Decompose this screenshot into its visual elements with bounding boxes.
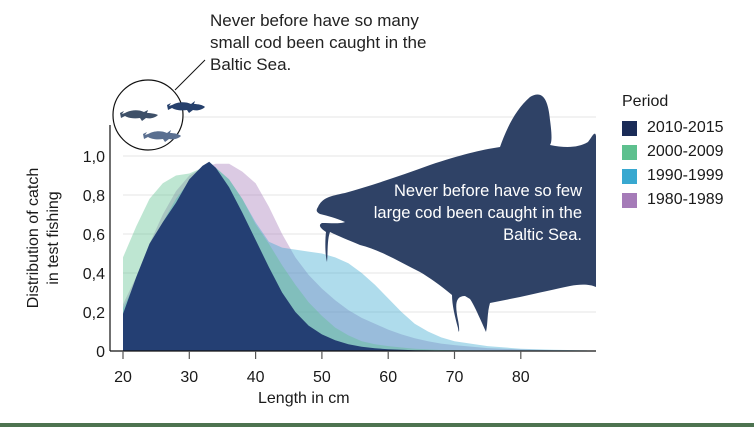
svg-text:50: 50 <box>313 369 331 386</box>
y-axis-label: Distribution of catch in test fishing <box>25 167 62 308</box>
small-cod-annotation: Never before have so many small cod been… <box>210 11 427 74</box>
callout-line <box>174 59 206 91</box>
area-series <box>123 161 588 351</box>
legend-swatch <box>622 192 637 208</box>
svg-text:60: 60 <box>379 369 397 386</box>
legend-swatch <box>622 120 637 136</box>
legend-item-2000-2009: 2000-2009 <box>622 140 724 164</box>
footer-bar <box>0 423 754 427</box>
axes: 20 30 40 50 60 70 80 0 0,2 0,4 0,6 0,8 1,0 <box>83 125 596 386</box>
svg-text:70: 70 <box>446 369 464 386</box>
area-2010-2015 <box>123 161 588 351</box>
large-cod-icon <box>316 94 596 333</box>
legend-title: Period <box>622 93 669 110</box>
svg-text:0,8: 0,8 <box>83 188 105 205</box>
legend-swatch <box>622 168 637 184</box>
svg-text:40: 40 <box>247 369 265 386</box>
legend: Period 2010-2015 2000-2009 1990-1999 198… <box>622 92 724 212</box>
small-cod-icon <box>120 110 158 121</box>
svg-text:0,4: 0,4 <box>83 266 105 283</box>
small-cod-icons <box>120 101 205 142</box>
small-cod-icon <box>143 130 181 142</box>
large-cod-annotation: Never before have so few large cod been … <box>373 182 582 244</box>
svg-text:20: 20 <box>114 369 132 386</box>
svg-text:80: 80 <box>512 369 530 386</box>
x-axis-label: Length in cm <box>258 390 350 407</box>
legend-item-1980-1989: 1980-1989 <box>622 188 724 212</box>
legend-swatch <box>622 144 637 160</box>
svg-text:0,2: 0,2 <box>83 305 105 322</box>
legend-item-1990-1999: 1990-1999 <box>622 164 724 188</box>
svg-text:30: 30 <box>180 369 198 386</box>
svg-text:1,0: 1,0 <box>83 149 105 166</box>
small-cod-icon <box>167 101 205 113</box>
svg-text:0: 0 <box>96 344 105 361</box>
legend-item-2010-2015: 2010-2015 <box>622 116 724 140</box>
svg-text:0,6: 0,6 <box>83 227 105 244</box>
